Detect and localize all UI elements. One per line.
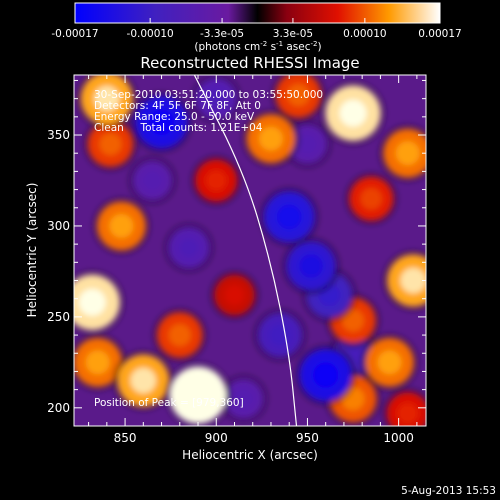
source-core [395, 141, 420, 166]
source-core [377, 350, 402, 375]
source-core [287, 83, 310, 107]
source-core [259, 126, 283, 151]
x-axis-label: Heliocentric X (arcsec) [182, 448, 318, 462]
colorbar-tick-label: 0.00017 [418, 28, 461, 40]
colorbar [74, 2, 441, 24]
colorbar-tick-label: -3.3e-05 [200, 28, 244, 40]
source-core [269, 324, 291, 346]
source-core [168, 323, 191, 347]
x-axis-ticks: 850 900 950 1000 [88, 75, 418, 445]
source-core [142, 171, 162, 190]
chart-title: Reconstructed RHESSI Image [140, 54, 359, 72]
y-tick-label: 300 [47, 219, 70, 233]
source-core [339, 99, 367, 127]
source-core [234, 389, 254, 409]
colorbar-ticks: -0.00017 -0.00010 -3.3e-05 3.3e-05 0.00010 0.… [51, 18, 462, 40]
footer-timestamp: 5-Aug-2013 15:53 [401, 485, 496, 497]
colorbar-tick-label: -0.00010 [127, 28, 174, 40]
source-core [312, 362, 339, 388]
annotation-detectors: Detectors: 4F 5F 6F 7F 8F, Att 0 [94, 100, 261, 112]
x-tick-label: 950 [296, 431, 319, 445]
y-axis-ticks: 200 250 300 350 [47, 79, 426, 427]
source-core [400, 267, 426, 294]
x-tick-label: 1000 [383, 431, 414, 445]
colorbar-units: (photons cm-2 s-1 asec-2) [194, 40, 321, 53]
x-tick-label: 900 [205, 431, 228, 445]
source-core [206, 88, 227, 109]
source-core [130, 367, 157, 394]
colorbar-tick-label: -0.00017 [51, 28, 98, 40]
source-core [179, 237, 199, 258]
solar-limb-arc [193, 75, 298, 426]
y-tick-label: 350 [47, 128, 70, 142]
x-tick-label: 850 [114, 431, 137, 445]
y-tick-label: 250 [47, 310, 70, 324]
source-core [297, 134, 317, 154]
source-core [148, 109, 175, 136]
source-core [99, 132, 122, 156]
source-core [109, 214, 134, 238]
source-core [397, 402, 419, 424]
source-core [85, 350, 110, 375]
source-core [276, 204, 302, 230]
source-core [205, 170, 227, 191]
annotation-time-range: 30-Sep-2010 03:51:20.000 to 03:55:50.000 [94, 89, 323, 101]
annotation-peak: Position of Peak = [979,360] [94, 397, 244, 409]
annotation-clean-totals: Clean Total counts: 1.21E+04 [94, 122, 263, 134]
source-core [224, 285, 245, 305]
colorbar-tick-label: 3.3e-05 [273, 28, 313, 40]
plot-frame [73, 74, 427, 427]
annotation-energy: Energy Range: 25.0 - 50.0 keV [94, 111, 255, 123]
source-core [299, 254, 324, 278]
source-core [184, 381, 213, 410]
source-core [78, 288, 106, 316]
heatmap-area [74, 75, 426, 426]
y-tick-label: 200 [47, 401, 70, 415]
y-axis-label: Heliocentric Y (arcsec) [25, 183, 39, 318]
colorbar-tick-label: 0.00010 [343, 28, 386, 40]
source-core [360, 187, 382, 210]
source-core [94, 85, 120, 112]
